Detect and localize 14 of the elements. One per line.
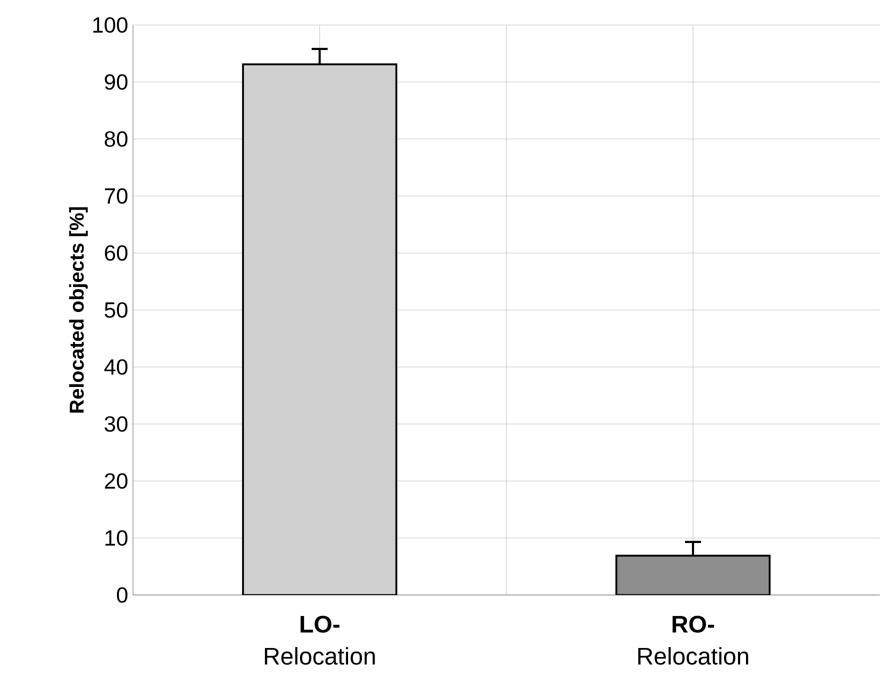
y-tick-label: 30 xyxy=(104,416,128,432)
y-tick-label: 20 xyxy=(104,473,128,489)
y-tick-label: 0 xyxy=(116,587,128,603)
y-tick-label: 50 xyxy=(104,302,128,318)
x-tick-label: RO- Relocation xyxy=(638,616,748,665)
y-tick-label: 80 xyxy=(104,131,128,147)
y-tick-label: 100 xyxy=(93,17,128,33)
y-tick-label: 60 xyxy=(104,245,128,261)
y-tick-label: 70 xyxy=(104,188,128,204)
y-tick-label: 40 xyxy=(104,359,128,375)
y-tick-label: 90 xyxy=(104,74,128,90)
y-tick-label: 10 xyxy=(105,530,128,546)
y-axis-title: Relocated objects [%] xyxy=(69,207,88,413)
x-tick-label: LO- Relocation xyxy=(264,616,375,665)
